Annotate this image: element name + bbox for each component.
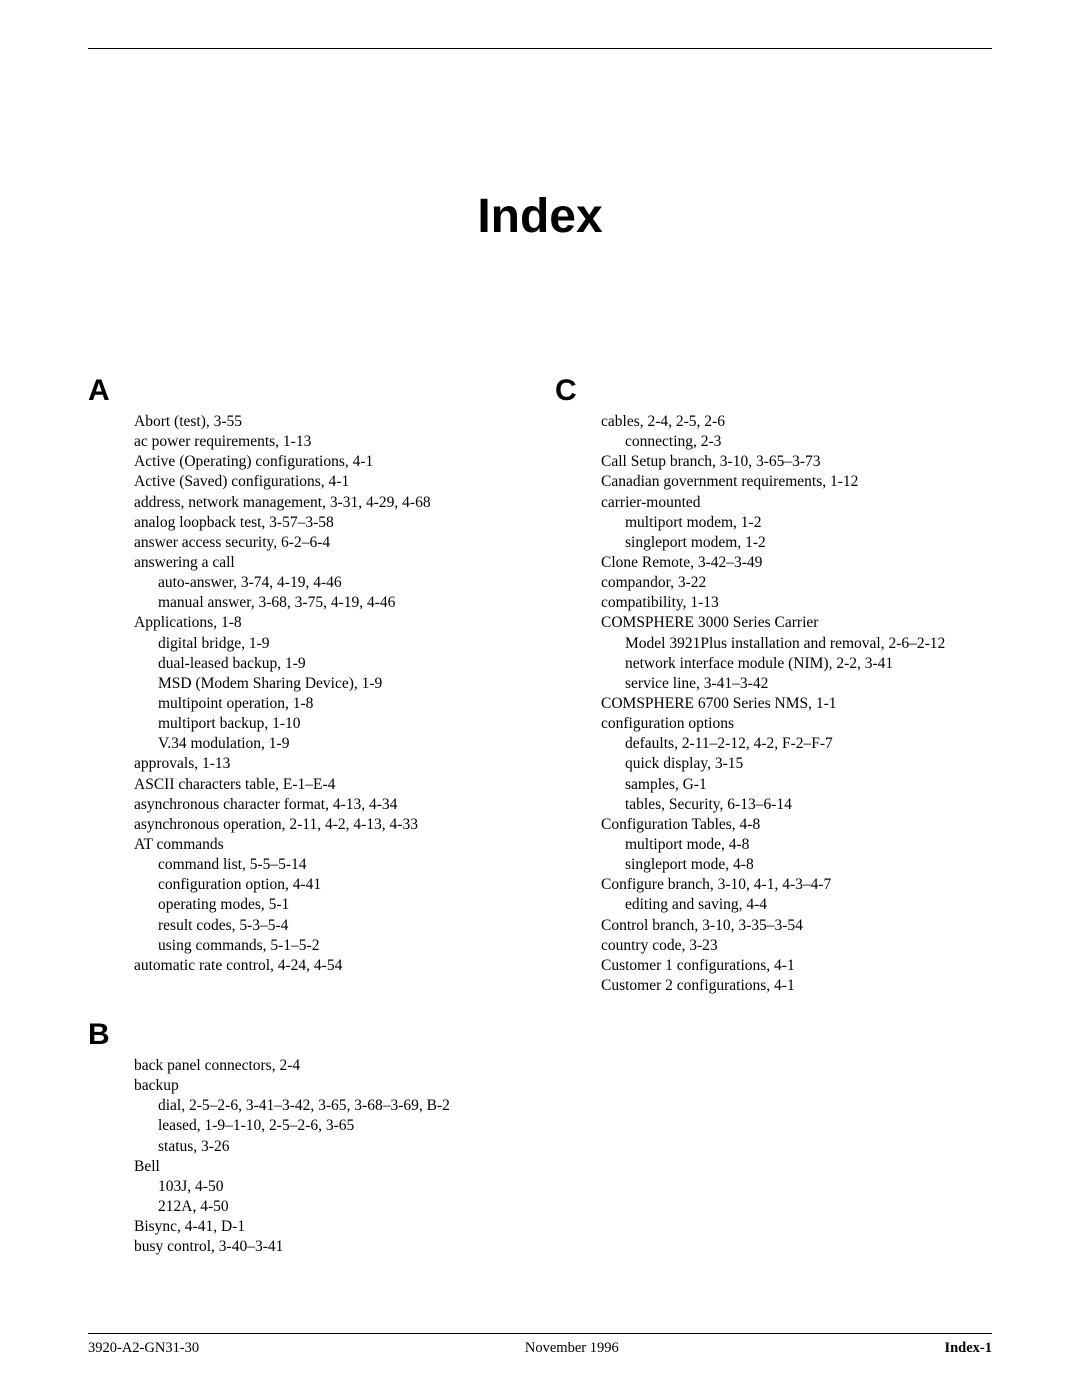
footer-center: November 1996: [199, 1340, 944, 1357]
index-subentry: multiport modem, 1-2: [601, 513, 992, 533]
index-subentry: tables, Security, 6-13–6-14: [601, 795, 992, 815]
index-entry: cables, 2-4, 2-5, 2-6: [601, 412, 992, 432]
index-entry: carrier-mounted: [601, 493, 992, 513]
index-entry: Active (Operating) configurations, 4-1: [134, 452, 525, 472]
index-subentry: dial, 2-5–2-6, 3-41–3-42, 3-65, 3-68–3-6…: [134, 1096, 525, 1116]
page-footer: 3920-A2-GN31-30 November 1996 Index-1: [88, 1333, 992, 1357]
section-letter-c: C: [555, 374, 992, 408]
index-entry: back panel connectors, 2-4: [134, 1056, 525, 1076]
footer-left: 3920-A2-GN31-30: [88, 1340, 199, 1357]
index-subentry: singleport mode, 4-8: [601, 855, 992, 875]
index-entry: Configuration Tables, 4-8: [601, 815, 992, 835]
index-entry: automatic rate control, 4-24, 4-54: [134, 956, 525, 976]
index-subentry: multiport mode, 4-8: [601, 835, 992, 855]
index-subentry: operating modes, 5-1: [134, 895, 525, 915]
index-entry: Active (Saved) configurations, 4-1: [134, 472, 525, 492]
index-subentry: 212A, 4-50: [134, 1197, 525, 1217]
index-entry: COMSPHERE 3000 Series Carrier: [601, 613, 992, 633]
page-title: Index: [88, 189, 992, 244]
index-entry: country code, 3-23: [601, 936, 992, 956]
top-rule: [88, 48, 992, 49]
index-subentry: auto-answer, 3-74, 4-19, 4-46: [134, 573, 525, 593]
index-entry: busy control, 3-40–3-41: [134, 1237, 525, 1257]
index-subentry: singleport modem, 1-2: [601, 533, 992, 553]
index-entry: configuration options: [601, 714, 992, 734]
index-entry: Bell: [134, 1157, 525, 1177]
index-columns: A Abort (test), 3-55ac power requirement…: [88, 374, 992, 1257]
index-entry: Applications, 1-8: [134, 613, 525, 633]
page-container: Index A Abort (test), 3-55ac power requi…: [0, 0, 1080, 1397]
index-entry: Customer 2 configurations, 4-1: [601, 976, 992, 996]
index-entry: compandor, 3-22: [601, 573, 992, 593]
index-entry: Configure branch, 3-10, 4-1, 4-3–4-7: [601, 875, 992, 895]
right-column: C cables, 2-4, 2-5, 2-6connecting, 2-3Ca…: [555, 374, 992, 1257]
entries-b: back panel connectors, 2-4backupdial, 2-…: [88, 1056, 525, 1257]
index-subentry: digital bridge, 1-9: [134, 634, 525, 654]
index-entry: Canadian government requirements, 1-12: [601, 472, 992, 492]
section-letter-a: A: [88, 374, 525, 408]
index-subentry: multipoint operation, 1-8: [134, 694, 525, 714]
index-subentry: MSD (Modem Sharing Device), 1-9: [134, 674, 525, 694]
index-entry: Clone Remote, 3-42–3-49: [601, 553, 992, 573]
index-subentry: result codes, 5-3–5-4: [134, 916, 525, 936]
index-entry: Control branch, 3-10, 3-35–3-54: [601, 916, 992, 936]
index-subentry: samples, G-1: [601, 775, 992, 795]
index-subentry: manual answer, 3-68, 3-75, 4-19, 4-46: [134, 593, 525, 613]
index-subentry: configuration option, 4-41: [134, 875, 525, 895]
index-subentry: quick display, 3-15: [601, 754, 992, 774]
index-entry: Call Setup branch, 3-10, 3-65–3-73: [601, 452, 992, 472]
index-subentry: V.34 modulation, 1-9: [134, 734, 525, 754]
index-subentry: Model 3921Plus installation and removal,…: [601, 634, 992, 654]
index-entry: ASCII characters table, E-1–E-4: [134, 775, 525, 795]
index-subentry: using commands, 5-1–5-2: [134, 936, 525, 956]
index-subentry: multiport backup, 1-10: [134, 714, 525, 734]
index-subentry: status, 3-26: [134, 1137, 525, 1157]
entries-a: Abort (test), 3-55ac power requirements,…: [88, 412, 525, 976]
index-subentry: 103J, 4-50: [134, 1177, 525, 1197]
index-subentry: leased, 1-9–1-10, 2-5–2-6, 3-65: [134, 1116, 525, 1136]
index-entry: backup: [134, 1076, 525, 1096]
left-column: A Abort (test), 3-55ac power requirement…: [88, 374, 525, 1257]
footer-right: Index-1: [944, 1340, 992, 1357]
section-letter-b: B: [88, 1018, 525, 1052]
index-entry: analog loopback test, 3-57–3-58: [134, 513, 525, 533]
entries-c: cables, 2-4, 2-5, 2-6connecting, 2-3Call…: [555, 412, 992, 996]
index-entry: Abort (test), 3-55: [134, 412, 525, 432]
index-entry: ac power requirements, 1-13: [134, 432, 525, 452]
index-entry: COMSPHERE 6700 Series NMS, 1-1: [601, 694, 992, 714]
index-entry: asynchronous operation, 2-11, 4-2, 4-13,…: [134, 815, 525, 835]
index-entry: compatibility, 1-13: [601, 593, 992, 613]
index-entry: Customer 1 configurations, 4-1: [601, 956, 992, 976]
index-subentry: command list, 5-5–5-14: [134, 855, 525, 875]
index-subentry: connecting, 2-3: [601, 432, 992, 452]
index-entry: asynchronous character format, 4-13, 4-3…: [134, 795, 525, 815]
index-entry: answer access security, 6-2–6-4: [134, 533, 525, 553]
index-entry: AT commands: [134, 835, 525, 855]
index-entry: Bisync, 4-41, D-1: [134, 1217, 525, 1237]
index-subentry: network interface module (NIM), 2-2, 3-4…: [601, 654, 992, 674]
index-entry: approvals, 1-13: [134, 754, 525, 774]
index-entry: answering a call: [134, 553, 525, 573]
index-subentry: defaults, 2-11–2-12, 4-2, F-2–F-7: [601, 734, 992, 754]
index-subentry: dual-leased backup, 1-9: [134, 654, 525, 674]
index-entry: address, network management, 3-31, 4-29,…: [134, 493, 525, 513]
index-subentry: service line, 3-41–3-42: [601, 674, 992, 694]
index-subentry: editing and saving, 4-4: [601, 895, 992, 915]
